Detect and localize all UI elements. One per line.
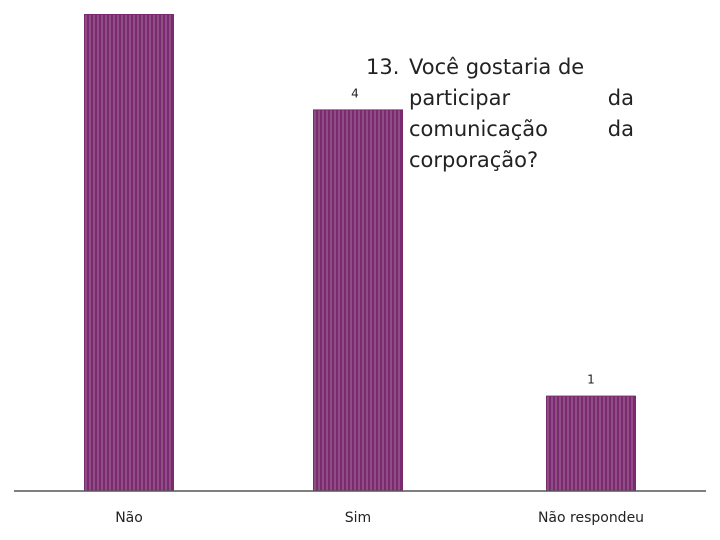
title-line-3-end: da	[607, 117, 634, 141]
title-line-3-text: comunicação	[409, 117, 548, 141]
title-line-2-end: da	[607, 86, 634, 110]
title-line-4-text: corporação?	[409, 148, 539, 172]
tick-label-0: Não	[115, 510, 143, 526]
question-number: 13.	[366, 55, 400, 79]
data-label-2: 1	[587, 373, 595, 387]
bar-0-stripes	[85, 15, 171, 491]
bar-1	[313, 109, 403, 492]
bar-1-stripes	[314, 110, 400, 491]
bar-2-stripes	[547, 396, 633, 491]
data-label-1: 4	[351, 86, 359, 100]
tick-label-2: Não respondeu	[538, 510, 644, 526]
title-line-1-text: Você gostaria de	[409, 55, 585, 79]
bar-2	[546, 395, 636, 491]
bar-0	[84, 14, 174, 491]
bars-group	[84, 14, 636, 492]
data-labels-group: 41	[351, 86, 595, 386]
tick-label-1: Sim	[345, 510, 371, 526]
title-line-2-text: participar	[409, 86, 511, 110]
tick-labels-group: Não Sim Não respondeu	[115, 510, 644, 526]
